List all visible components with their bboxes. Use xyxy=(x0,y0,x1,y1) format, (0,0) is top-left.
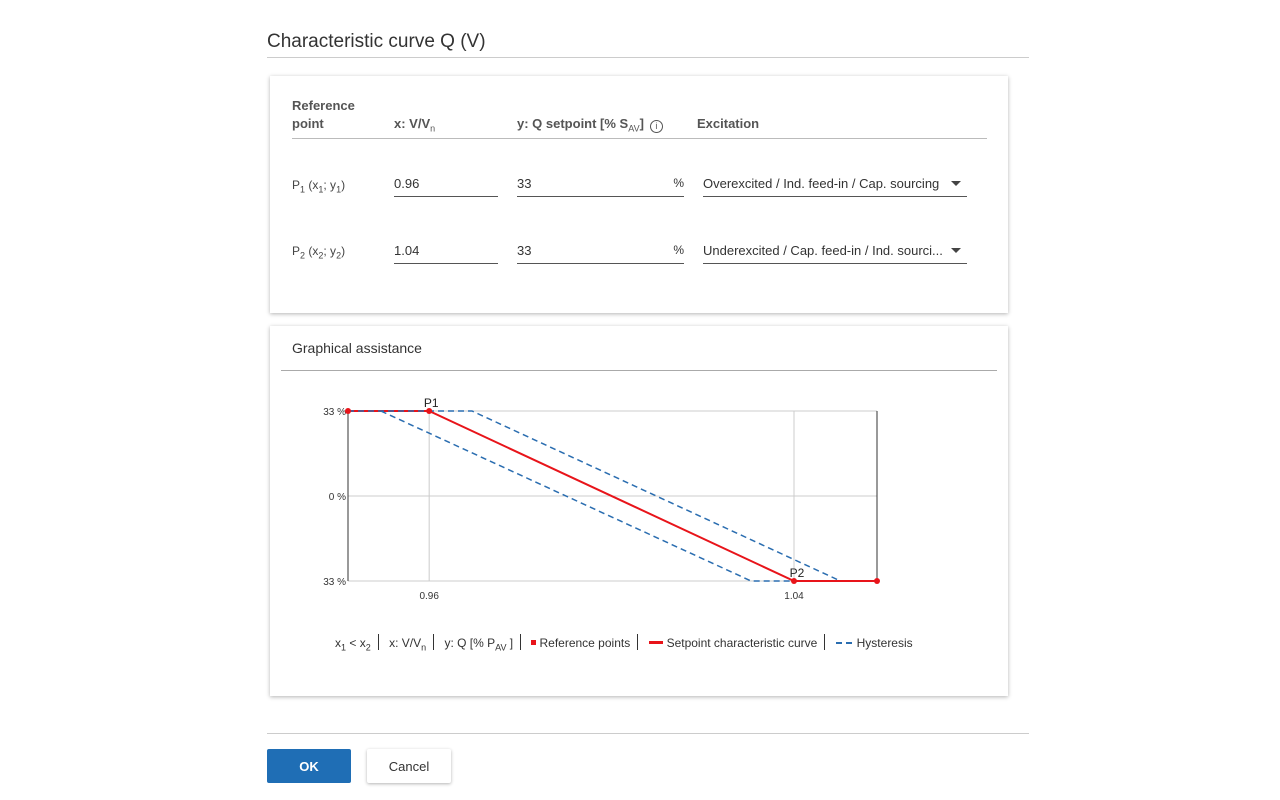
header-excitation: Excitation xyxy=(697,116,760,131)
y-tick-label: 0 % xyxy=(329,492,346,503)
hysteresis-line xyxy=(348,410,841,582)
cancel-button[interactable]: Cancel xyxy=(367,749,451,783)
divider xyxy=(267,57,1029,58)
y2-input[interactable]: 33% xyxy=(517,240,684,264)
header-divider xyxy=(292,138,987,139)
unit-label: % xyxy=(673,176,684,190)
legend-x-axis: x: V/Vn xyxy=(389,636,427,653)
dashed-line-icon xyxy=(835,642,852,644)
reference-point-label: P1 xyxy=(424,396,439,410)
divider xyxy=(281,370,997,371)
reference-point-marker xyxy=(791,578,798,584)
header-x: x: V/Vn xyxy=(394,116,436,134)
endpoint-marker xyxy=(345,408,351,414)
legend-reference-points: Reference points xyxy=(531,636,630,650)
reference-point-marker xyxy=(426,408,433,414)
reference-points-card: Reference point x: V/Vn y: Q setpoint [% … xyxy=(270,76,1008,313)
x2-input[interactable]: 1.04 xyxy=(394,240,498,264)
excitation-select-1[interactable]: Overexcited / Ind. feed-in / Cap. sourci… xyxy=(703,173,967,197)
x-tick-label: 0.96 xyxy=(419,591,439,602)
chevron-down-icon xyxy=(951,181,961,186)
chart-legend: x1 < x2 x: V/Vn y: Q [% PAV ] Reference … xyxy=(335,634,913,652)
legend-setpoint-curve: Setpoint characteristic curve xyxy=(648,636,817,650)
graph-title: Graphical assistance xyxy=(292,340,422,356)
reference-point-label: P2 xyxy=(790,566,805,580)
excitation-select-2[interactable]: Underexcited / Cap. feed-in / Ind. sourc… xyxy=(703,240,967,264)
legend-hysteresis: Hysteresis xyxy=(835,636,913,650)
legend-condition: x1 < x2 xyxy=(335,636,371,653)
legend-y-axis: y: Q [% PAV ] xyxy=(444,636,514,653)
dialog-title: Characteristic curve Q (V) xyxy=(267,31,486,52)
line-icon xyxy=(648,641,663,644)
row-label: P1 (x1; y1) xyxy=(292,178,346,195)
endpoint-marker xyxy=(874,578,880,584)
header-y: y: Q setpoint [% SAV] i xyxy=(517,115,663,138)
info-icon[interactable]: i xyxy=(649,120,663,133)
row-label: P2 (x2; y2) xyxy=(292,244,346,261)
hysteresis-line xyxy=(380,410,795,582)
graphical-assistance-card: Graphical assistance 33 % 0 % 33 % 0.96 1.04… xyxy=(270,326,1008,696)
x-tick-label: 1.04 xyxy=(784,591,804,602)
dot-icon xyxy=(531,640,537,645)
x1-input[interactable]: 0.96 xyxy=(394,173,498,197)
header-reference-point: Reference point xyxy=(292,98,355,131)
y-tick-label: 33 % xyxy=(323,407,346,418)
unit-label: % xyxy=(673,243,684,257)
y-tick-label: 33 % xyxy=(323,577,346,588)
q-v-chart: 33 % 0 % 33 % 0.96 1.04 P1 P2 xyxy=(323,396,880,602)
ok-button[interactable]: OK xyxy=(267,749,351,783)
chevron-down-icon xyxy=(951,248,961,253)
divider xyxy=(267,733,1029,734)
y1-input[interactable]: 33% xyxy=(517,173,684,197)
